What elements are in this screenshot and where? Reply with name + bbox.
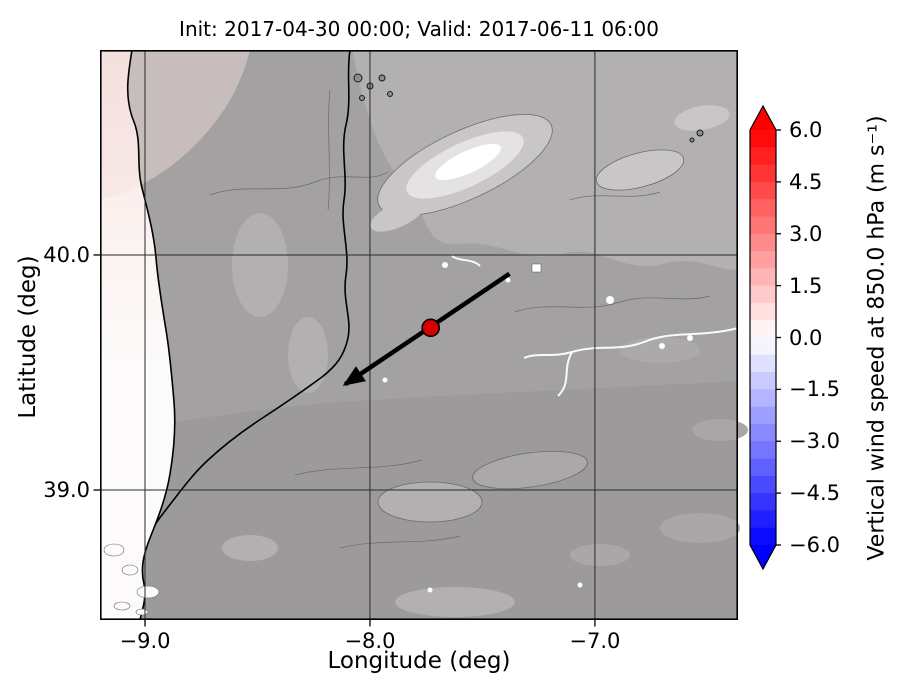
estuary-patch — [113, 601, 131, 611]
terrain-patch — [377, 481, 483, 523]
terrain-dark-blob — [689, 137, 695, 143]
white-speckle — [442, 262, 448, 268]
white-speckle — [382, 377, 388, 383]
terrain-patch — [595, 149, 685, 191]
white-speckle — [687, 335, 693, 341]
river — [451, 255, 481, 267]
colorbar-segment — [750, 216, 776, 235]
colorbar-segment — [750, 475, 776, 494]
terrain-patch — [395, 587, 515, 617]
colorbar-segment — [750, 181, 776, 200]
colorbar-segment — [750, 147, 776, 166]
terrain-dark-blob — [696, 129, 704, 137]
colorbar-segment — [750, 406, 776, 425]
contour-line — [209, 171, 389, 196]
estuary-patch — [136, 585, 160, 599]
contour-line — [327, 89, 331, 211]
colorbar-segment — [750, 441, 776, 460]
colorbar — [749, 104, 781, 571]
y-tick-label: 39.0 — [43, 478, 90, 503]
contour-line — [569, 191, 661, 201]
terrain-dark-blob — [387, 91, 393, 97]
colorbar-tick-label: 4.5 — [789, 169, 823, 194]
colorbar-tick-label: 3.0 — [789, 221, 823, 246]
terrain-dark-blob — [353, 73, 363, 83]
terrain-patch — [674, 105, 730, 131]
plot-frame — [100, 50, 739, 621]
inland-contour — [139, 49, 351, 558]
terrain-patch — [692, 419, 748, 441]
terrain-dark-blob — [378, 74, 386, 82]
colorbar-segment — [750, 354, 776, 373]
colorbar-segment — [750, 320, 776, 339]
trajectory-start-marker — [421, 318, 440, 338]
white-speckle — [659, 343, 665, 349]
colorbar-tick-label: 0.0 — [789, 325, 823, 350]
colorbar-segment — [750, 372, 776, 390]
colorbar-label: Vertical wind speed at 850.0 hPa (m s⁻¹) — [864, 115, 890, 561]
estuary-patch — [135, 608, 149, 616]
colorbar-segment — [750, 233, 776, 252]
terrain-patch — [620, 337, 700, 363]
colorbar-segment — [750, 164, 776, 183]
terrain-patch — [370, 198, 426, 232]
colorbar-tick-label: −6.0 — [789, 533, 840, 557]
white-speckle — [606, 296, 614, 304]
colorbar-tick-label: −1.5 — [789, 377, 840, 402]
terrain-upper-region — [352, 50, 738, 270]
contour-line — [294, 459, 423, 476]
white-speckle — [577, 582, 583, 588]
colorbar-tick-label: −4.5 — [789, 481, 840, 506]
x-tick-label: −9.0 — [119, 629, 171, 653]
terrain-patch — [288, 317, 328, 393]
terrain-patch — [435, 143, 501, 181]
contour-line — [339, 535, 461, 549]
colorbar-segment — [750, 285, 776, 304]
colorbar-segment — [750, 337, 776, 356]
colorbar-segment — [750, 493, 776, 512]
colorbar-segment — [750, 268, 776, 287]
terrain-patch — [660, 513, 740, 543]
ocean-pink-wash — [100, 50, 250, 200]
ocean — [100, 50, 175, 620]
map-plot — [93, 49, 748, 627]
colorbar-tick-label: 6.0 — [789, 118, 823, 142]
estuary-patch — [103, 543, 125, 557]
colorbar-segment — [750, 130, 776, 148]
white-speckle — [505, 277, 511, 283]
x-tick-label: −8.0 — [344, 629, 396, 653]
colorbar-segment — [750, 527, 776, 546]
estuary-patch — [121, 564, 139, 576]
white-speckle — [531, 263, 542, 273]
river — [557, 351, 573, 397]
colorbar-extend-max — [750, 106, 776, 130]
terrain-patch — [472, 450, 588, 490]
colorbar-segment — [750, 423, 776, 442]
colorbar-segment — [750, 510, 776, 529]
colorbar-segment — [750, 389, 776, 408]
terrain-patch — [222, 535, 278, 561]
terrain-dark-blob — [359, 95, 365, 101]
x-axis-label: Longitude (deg) — [327, 648, 511, 674]
plot-title: Init: 2017-04-30 00:00; Valid: 2017-06-1… — [179, 17, 659, 41]
x-tick-label: −7.0 — [569, 629, 621, 653]
colorbar-segment — [750, 251, 776, 269]
river — [523, 327, 739, 359]
colorbar-segment — [750, 458, 776, 477]
y-axis-label: Latitude (deg) — [15, 255, 41, 419]
colorbar-segment — [750, 199, 776, 218]
terrain-patch — [232, 213, 288, 317]
white-speckle — [427, 587, 433, 593]
contour-line — [514, 295, 711, 313]
colorbar-segment — [750, 302, 776, 321]
colorbar-tick-label: −3.0 — [789, 429, 840, 454]
colorbar-extend-min — [750, 545, 776, 569]
colorbar-tick-label: 1.5 — [789, 273, 823, 298]
terrain-patch — [570, 544, 630, 566]
y-tick-label: 40.0 — [43, 242, 90, 267]
